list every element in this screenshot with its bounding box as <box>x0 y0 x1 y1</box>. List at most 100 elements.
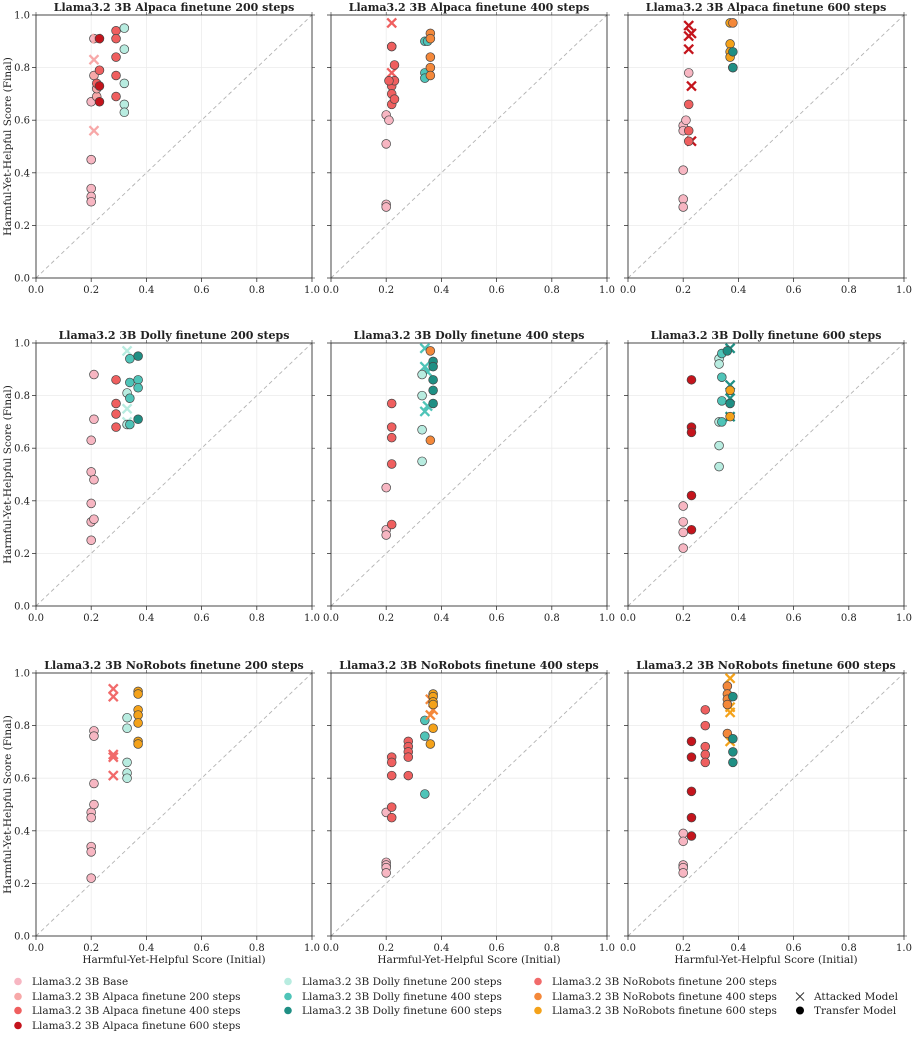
transfer-point <box>384 115 394 125</box>
x-tick-label: 0.0 <box>620 943 636 954</box>
transfer-point <box>728 62 738 73</box>
transfer-point <box>425 346 436 356</box>
y-tick-label: 1.0 <box>14 669 30 680</box>
x-tick-label: 0.2 <box>83 613 99 624</box>
x-marker-stroke <box>724 672 736 684</box>
transfer-point <box>686 786 697 797</box>
transfer-point <box>425 62 436 73</box>
attacked-point <box>683 20 695 31</box>
diagonal-reference-line <box>627 14 905 279</box>
y-tick-label: 1.0 <box>14 339 30 350</box>
y-tick-label: 0.8 <box>14 391 30 402</box>
transfer-point <box>386 802 397 812</box>
x-tick-label: 1.0 <box>304 613 320 624</box>
x-marker-stroke <box>419 361 431 372</box>
x-marker-stroke <box>121 403 133 415</box>
transfer-point <box>428 361 438 372</box>
transfer-point <box>678 517 688 527</box>
x-marker-stroke <box>724 707 736 718</box>
transfer-point <box>125 393 135 403</box>
x-tick-label: 0.6 <box>194 943 210 954</box>
y-tick-label: 0.2 <box>14 549 30 560</box>
attacked-point <box>419 406 431 417</box>
x-tick-label: 0.8 <box>249 613 265 624</box>
attacked-point <box>107 691 119 702</box>
x-tick-label: 0.0 <box>620 285 636 296</box>
subplot-8 <box>327 670 610 940</box>
x-marker-stroke <box>386 17 398 29</box>
transfer-point <box>683 68 694 78</box>
transfer-point <box>119 78 130 89</box>
attacked-point <box>386 17 398 29</box>
transfer-point <box>381 139 391 149</box>
subplot-9 <box>624 670 907 940</box>
transfer-point <box>678 501 688 511</box>
transfer-point <box>133 414 143 425</box>
subplot-title: Llama3.2 3B Alpaca finetune 400 steps <box>349 1 590 14</box>
legend-entry <box>534 977 542 986</box>
attacked-point <box>107 683 119 695</box>
x-tick-label: 0.4 <box>730 943 746 954</box>
plot-frame <box>330 672 608 937</box>
transfer-point <box>678 165 688 175</box>
transfer-point <box>386 770 397 781</box>
transfer-point <box>678 828 688 839</box>
transfer-point <box>420 789 430 799</box>
legend-entry <box>284 1006 292 1015</box>
transfer-point <box>111 422 121 432</box>
transfer-point <box>111 398 121 409</box>
x-tick-label: 0.8 <box>544 943 560 954</box>
transfer-point <box>714 461 724 472</box>
y-tick-label: 0.0 <box>14 602 30 613</box>
transfer-point <box>94 81 105 91</box>
attacked-point <box>107 749 119 760</box>
transfer-point <box>417 425 427 435</box>
transfer-point <box>386 422 397 432</box>
transfer-point <box>686 752 697 762</box>
transfer-point <box>728 733 738 744</box>
legend-label: Llama3.2 3B Dolly finetune 200 steps <box>302 976 502 988</box>
transfer-point <box>725 385 735 396</box>
transfer-point <box>683 125 694 136</box>
x-marker-stroke <box>88 125 100 137</box>
transfer-point <box>728 757 738 768</box>
y-tick-label: 0.2 <box>14 879 30 890</box>
transfer-point <box>700 741 711 752</box>
subplot-title: Llama3.2 3B NoRobots finetune 600 steps <box>636 659 895 672</box>
subplot-3 <box>624 12 907 282</box>
transfer-point <box>678 868 688 878</box>
x-tick-label: 0.0 <box>28 943 44 954</box>
legend-label: Attacked Model <box>813 991 899 1003</box>
transfer-point <box>425 739 436 749</box>
y-tick-label: 0.8 <box>14 721 30 732</box>
legend-label: Llama3.2 3B NoRobots finetune 200 steps <box>552 976 777 988</box>
x-tick-label: 0.8 <box>544 285 560 296</box>
transfer-point <box>94 33 105 44</box>
transfer-point <box>86 435 96 446</box>
transfer-point <box>417 456 427 467</box>
legend-entry <box>795 992 805 1001</box>
transfer-point <box>89 731 99 741</box>
transfer-point <box>700 757 711 768</box>
subplot-6 <box>624 340 907 610</box>
x-tick-label: 0.6 <box>194 613 210 624</box>
transfer-point <box>381 482 391 493</box>
transfer-point <box>389 94 400 104</box>
legend-entry <box>14 977 22 986</box>
transfer-point <box>86 498 96 509</box>
transfer-point <box>122 712 132 723</box>
y-axis-label: Harmful-Yet-Helpful Score (Final) <box>2 57 14 236</box>
y-axis-label: Harmful-Yet-Helpful Score (Final) <box>2 715 14 894</box>
y-tick-label: 0.6 <box>14 116 30 127</box>
transfer-point <box>94 97 105 107</box>
x-axis-label: Harmful-Yet-Helpful Score (Initial) <box>82 954 265 966</box>
legend-x-marker <box>795 992 805 1001</box>
legend-label: Llama3.2 3B Alpaca finetune 400 steps <box>32 1005 241 1017</box>
plot-frame <box>627 672 905 937</box>
transfer-point <box>111 26 121 36</box>
x-marker-stroke <box>107 749 119 760</box>
attacked-point <box>683 30 695 42</box>
subplot-title: Llama3.2 3B NoRobots finetune 400 steps <box>339 659 598 672</box>
transfer-point <box>686 375 697 385</box>
